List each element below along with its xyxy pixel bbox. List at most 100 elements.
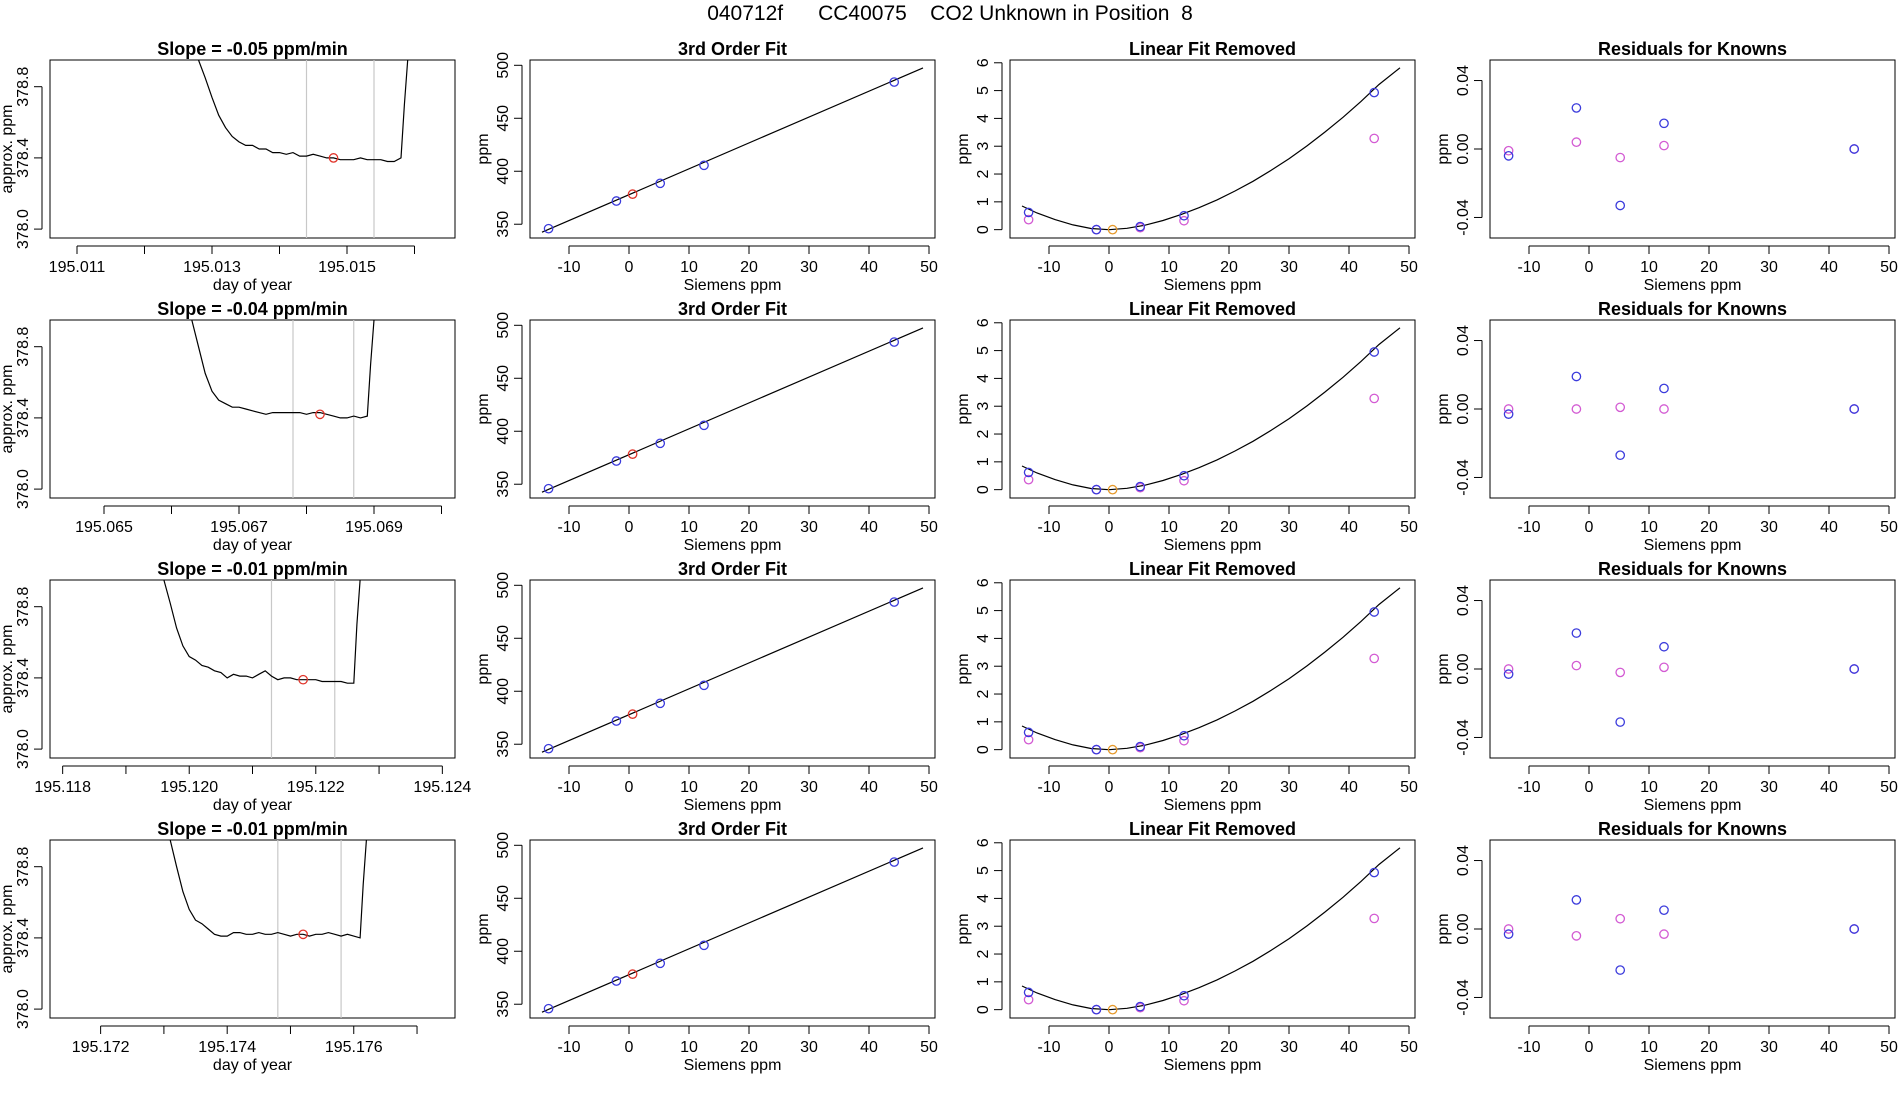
panel-8-x-tick-label: 50 <box>1880 519 1898 536</box>
panel-15-standard-point <box>1179 990 1189 1001</box>
panel-15-x-label: Siemens ppm <box>1164 1057 1262 1074</box>
panel-15-x-tick-label: 0 <box>1105 1039 1114 1056</box>
panel-14-y-tick-label: 500 <box>495 832 512 859</box>
panel-7-linear-removed-point <box>1179 475 1189 486</box>
panel-14-x-tick-label: 10 <box>680 1039 698 1056</box>
panel-6-standard-point <box>889 337 900 347</box>
panel-15-linear-removed-point <box>1179 995 1189 1006</box>
panel-6-y-label: ppm <box>475 393 492 424</box>
panel-14-frame <box>529 839 936 1019</box>
panel-3-x-tick-label: 20 <box>1220 259 1238 276</box>
panel-14-title: 3rd Order Fit <box>678 819 787 839</box>
panel-11-linear-removed-point <box>1369 653 1380 664</box>
panel-13-title: Slope = -0.01 ppm/min <box>157 819 348 839</box>
panel-14-x-tick-label: 50 <box>920 1039 938 1056</box>
panel-6-x-tick-label: 20 <box>740 519 758 536</box>
panel-15-frame <box>1009 839 1416 1019</box>
panel-15-y-tick-label: 2 <box>975 949 992 958</box>
panel-16-title: Residuals for Knowns <box>1598 819 1787 839</box>
panel-12-residual-a-point <box>1503 669 1514 679</box>
panel-16-y-tick-label: 0.00 <box>1455 913 1472 944</box>
panel-8-x-tick-label: 20 <box>1700 519 1718 536</box>
panel-2-x-tick-label: 20 <box>740 259 758 276</box>
panel-11-fit-curve <box>1021 587 1401 751</box>
panel-3-y-tick-label: 6 <box>975 58 992 67</box>
panel-3-x-tick-label: 40 <box>1340 259 1358 276</box>
panel-7-y-tick-label: 6 <box>975 318 992 327</box>
panel-7-y-tick-label: 0 <box>975 485 992 494</box>
panel-15-linear-removed-point <box>1369 913 1380 924</box>
panel-1-x-tick-label: 195.015 <box>318 259 376 276</box>
panel-11-y-tick-label: 0 <box>975 745 992 754</box>
panel-9-unknown-point <box>298 674 308 685</box>
panel-7-y-label: ppm <box>955 393 972 424</box>
panel-15-y-tick-label: 5 <box>975 866 992 875</box>
panel-1-y-tick-label: 378.4 <box>15 138 32 178</box>
panel-8-x-tick-label: 30 <box>1760 519 1778 536</box>
panel-1-x-label: day of year <box>213 277 293 294</box>
panel-15-x-tick-label: 20 <box>1220 1039 1238 1056</box>
panel-4-y-label: ppm <box>1435 133 1452 164</box>
panel-2-standard-point <box>611 196 622 206</box>
panel-2-standard-point <box>699 160 709 171</box>
panel-16-y-tick-label: -0.04 <box>1455 979 1472 1016</box>
panel-14-standard-point <box>543 1003 554 1014</box>
panel-14-x-tick-label: -10 <box>557 1039 580 1056</box>
panel-7-frame <box>1009 319 1416 499</box>
panel-13-y-tick-label: 378.8 <box>15 847 32 887</box>
panel-11-x-tick-label: 30 <box>1280 779 1298 796</box>
panel-7-standard-point <box>1179 470 1189 481</box>
panel-7-y-tick-label: 1 <box>975 457 992 466</box>
panel-9-y-tick-label: 378.8 <box>15 587 32 627</box>
panel-12-title: Residuals for Knowns <box>1598 559 1787 579</box>
panel-14-x-tick-label: 40 <box>860 1039 878 1056</box>
panel-6-y-tick-label: 400 <box>495 418 512 445</box>
panel-8-residual-b-point <box>1615 402 1626 413</box>
panel-16-x-tick-label: 0 <box>1585 1039 1594 1056</box>
panel-9-y-label: approx. ppm <box>0 625 16 714</box>
panel-10-frame <box>529 579 936 759</box>
panel-11-x-label: Siemens ppm <box>1164 797 1262 814</box>
panel-4-y-tick-label: 0.04 <box>1455 65 1472 96</box>
panel-1-x-tick-label: 195.011 <box>49 259 106 276</box>
panel-2-x-tick-label: 40 <box>860 259 878 276</box>
panel-4-title: Residuals for Knowns <box>1598 39 1787 59</box>
panel-15-x-tick-label: 50 <box>1400 1039 1418 1056</box>
panel-12-frame <box>1489 579 1896 759</box>
panel-3-y-tick-label: 3 <box>975 142 992 151</box>
panel-5-frame <box>49 319 456 499</box>
panel-13-unknown-point <box>298 929 308 940</box>
panel-9-trace-line <box>163 580 361 684</box>
panel-13-x-label: day of year <box>213 1057 293 1074</box>
panel-12-residual-b-point <box>1615 667 1626 678</box>
panel-12-y-label: ppm <box>1435 653 1452 684</box>
panel-14-y-tick-label: 450 <box>495 885 512 912</box>
panel-4-x-tick-label: 30 <box>1760 259 1778 276</box>
panel-3-y-tick-label: 5 <box>975 86 992 95</box>
panel-2-unknown-point <box>627 189 638 199</box>
panel-8-frame <box>1489 319 1896 499</box>
panel-3-linear-removed-point <box>1369 133 1380 144</box>
panel-4-x-tick-label: 0 <box>1585 259 1594 276</box>
panel-11-linear-removed-point <box>1023 734 1034 745</box>
panel-6-x-tick-label: 10 <box>680 519 698 536</box>
panel-6-y-tick-label: 500 <box>495 312 512 339</box>
panel-15-fit-curve <box>1021 847 1401 1011</box>
panel-11-standard-point <box>1369 607 1380 617</box>
panel-15-y-tick-label: 1 <box>975 977 992 986</box>
panel-4-x-tick-label: 10 <box>1640 259 1658 276</box>
panel-2-y-tick-label: 500 <box>495 52 512 79</box>
panel-11-y-tick-label: 2 <box>975 689 992 698</box>
panel-16-x-tick-label: 40 <box>1820 1039 1838 1056</box>
panel-6-standard-point <box>543 483 554 494</box>
panel-6-standard-point <box>655 438 666 449</box>
panel-16-residual-a-point <box>1615 965 1626 975</box>
panel-3-title: Linear Fit Removed <box>1129 39 1296 59</box>
panel-15-y-label: ppm <box>955 913 972 944</box>
panel-5-trace-line <box>191 320 375 419</box>
panel-4-y-tick-label: -0.04 <box>1455 199 1472 236</box>
panel-9-x-tick-label: 195.124 <box>413 779 471 796</box>
panel-3-linear-removed-point <box>1023 214 1034 225</box>
panel-16-residual-a-point <box>1659 905 1669 916</box>
panel-8-residual-a-point <box>1503 409 1514 419</box>
